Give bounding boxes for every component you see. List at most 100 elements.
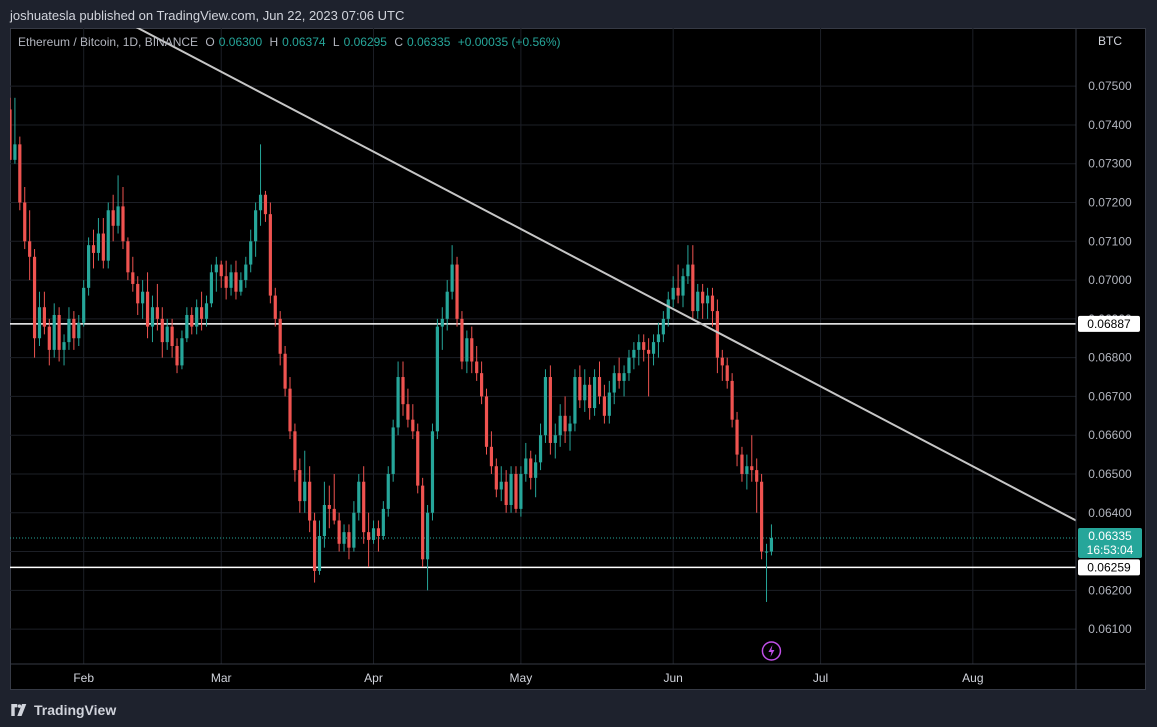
candle-body: [303, 481, 307, 502]
candle-body: [195, 307, 199, 327]
candle-body: [381, 508, 385, 537]
candle-body: [475, 361, 479, 374]
candle-body: [136, 283, 140, 304]
candle-body: [391, 427, 395, 474]
symbol-legend: Ethereum / Bitcoin, 1D, BINANCE O 0.06300…: [18, 35, 564, 49]
candle-body: [534, 462, 538, 478]
candle-body: [52, 314, 56, 350]
time-tick-label: Feb: [73, 671, 94, 685]
candle-body: [396, 377, 400, 428]
tradingview-brand[interactable]: TradingView: [34, 702, 117, 718]
open-label: O: [205, 35, 215, 49]
alert-bolt-icon[interactable]: [761, 641, 782, 661]
candle-body: [150, 307, 155, 327]
candle-body: [87, 245, 91, 288]
price-tick-label: 0.06100: [1088, 622, 1132, 636]
candle-body: [760, 481, 764, 552]
last-price-badge: 0.06335 16:53:04: [1078, 527, 1142, 558]
candle-body: [371, 528, 376, 540]
candle-body: [317, 536, 322, 571]
candle-body: [543, 377, 548, 436]
candle-body: [548, 377, 552, 443]
horizontal-levels[interactable]: [10, 323, 1076, 569]
candle-body: [352, 512, 356, 548]
candle-body: [32, 256, 37, 339]
candle-body: [597, 377, 602, 397]
candle-body: [730, 380, 734, 420]
time-tick-label: Jul: [813, 671, 828, 685]
candle-body: [67, 318, 71, 343]
candle-body: [229, 272, 233, 288]
time-tick-label: May: [510, 671, 533, 685]
alert-bolt-icon-glyph: [768, 645, 775, 657]
header-bar: joshuatesla published on TradingView.com…: [0, 0, 1157, 28]
open-value: 0.06300: [218, 35, 263, 49]
candle-body: [18, 144, 22, 203]
price-tick-label: 0.07300: [1088, 157, 1132, 171]
time-tick-label: Apr: [364, 671, 383, 685]
grid-lines: [10, 28, 1076, 664]
candle-body: [745, 466, 749, 474]
candle-body: [725, 365, 729, 381]
trendline[interactable]: [64, 28, 1077, 522]
candle-body: [656, 334, 661, 343]
candle-body: [509, 473, 513, 505]
candle-body: [440, 318, 444, 327]
candle-body: [592, 377, 597, 409]
time-axis[interactable]: Feb Mar Apr May Jun Jul Aug: [73, 671, 983, 685]
candle-body: [170, 326, 174, 346]
level-badge-label: 0.06259: [1087, 560, 1131, 574]
price-tick-label: 0.07400: [1088, 118, 1132, 132]
low-value: 0.06295: [343, 35, 387, 49]
candle-body: [602, 396, 607, 416]
candle-body: [141, 291, 145, 304]
candle-body: [376, 528, 381, 537]
candle-body: [642, 342, 646, 350]
candle-body: [145, 291, 150, 327]
candle-body: [450, 264, 454, 292]
candle-body: [504, 481, 508, 505]
price-chart[interactable]: BTC 0.061000.062000.063000.064000.065000…: [10, 28, 1146, 690]
candle-body: [701, 291, 705, 304]
candle-body: [588, 384, 592, 409]
price-tick-label: 0.06200: [1088, 583, 1132, 597]
candle-body: [160, 318, 164, 343]
candle-body: [421, 485, 425, 560]
price-tick-label: 0.06700: [1088, 389, 1132, 403]
candle-body: [514, 473, 518, 509]
level-badge-bg: [1078, 315, 1140, 332]
candle-body: [209, 272, 214, 304]
candle-body: [705, 295, 710, 304]
currency-label: BTC: [1098, 34, 1122, 48]
candle-body: [573, 377, 577, 424]
candle-body: [416, 431, 420, 486]
high-label: H: [269, 35, 279, 49]
candle-body: [710, 295, 715, 312]
candle-body: [224, 276, 228, 288]
candle-body: [715, 311, 719, 358]
chart-pane[interactable]: [10, 28, 1146, 690]
candle-body: [563, 415, 567, 432]
candle-body: [96, 233, 101, 253]
candle-body: [13, 144, 17, 160]
candle-body: [116, 206, 120, 226]
candle-body: [479, 373, 484, 397]
candle-body: [37, 307, 42, 339]
candle-body: [661, 318, 665, 335]
candle-body: [308, 481, 312, 521]
price-tick-label: 0.06600: [1088, 428, 1132, 442]
candle-body: [720, 357, 724, 366]
tradingview-logo-icon[interactable]: [10, 704, 28, 716]
candle-body: [627, 357, 631, 374]
time-tick-label: Aug: [962, 671, 983, 685]
level-badge-label: 0.06887: [1087, 317, 1131, 331]
price-tick-label: 0.06800: [1088, 351, 1132, 365]
high-value: 0.06374: [282, 35, 326, 49]
candle-body: [111, 210, 115, 226]
level-badge-bg: [1078, 559, 1140, 576]
candle-body: [239, 280, 243, 292]
candle-body: [312, 520, 317, 571]
candle-body: [558, 415, 562, 436]
candle-body: [165, 326, 169, 343]
candle-body: [214, 264, 218, 273]
